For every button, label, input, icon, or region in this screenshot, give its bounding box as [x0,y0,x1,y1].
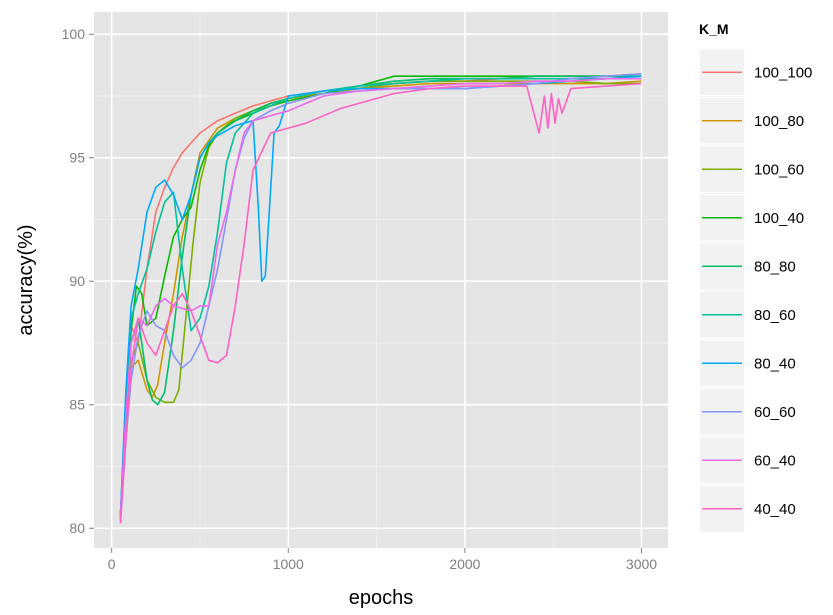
legend-label: 40_40 [754,501,796,518]
legend-label: 80_80 [754,258,796,275]
legend-items: 100_100 100_80 100_60 100_40 80_80 80_60 80_40… [698,48,812,533]
series-line-80_60 [119,77,642,516]
legend-label: 80_60 [754,307,796,324]
axis-ticks: 0 1000 2000 3000 80 85 90 95 100 [62,26,658,572]
legend: K_M 100_100 100_80 100_60 100_40 80_80 80_60 8… [698,21,812,533]
x-tick-label: 0 [108,556,116,572]
legend-label: 100_80 [754,113,804,130]
grid-minor [94,12,668,548]
legend-title: K_M [699,21,729,37]
y-tick-label: 95 [69,150,85,166]
y-tick-label: 85 [69,397,85,413]
x-tick-label: 1000 [273,556,304,572]
y-tick-label: 80 [69,520,85,536]
y-axis-title: accuracy(%) [15,224,37,335]
legend-label: 80_40 [754,355,796,372]
x-tick-label: 2000 [449,556,480,572]
legend-label: 60_40 [754,452,796,469]
x-axis-title: epochs [349,587,414,609]
y-tick-label: 90 [69,273,85,289]
series-line-40_40 [119,82,642,524]
legend-label: 100_40 [754,210,804,227]
x-tick-label: 3000 [626,556,657,572]
legend-label: 100_60 [754,161,804,178]
series-line-60_40 [119,77,642,516]
legend-label: 60_60 [754,404,796,421]
series-line-100_60 [119,80,642,521]
series-lines [119,73,642,524]
legend-label: 100_100 [754,64,812,81]
y-tick-label: 100 [62,26,86,42]
